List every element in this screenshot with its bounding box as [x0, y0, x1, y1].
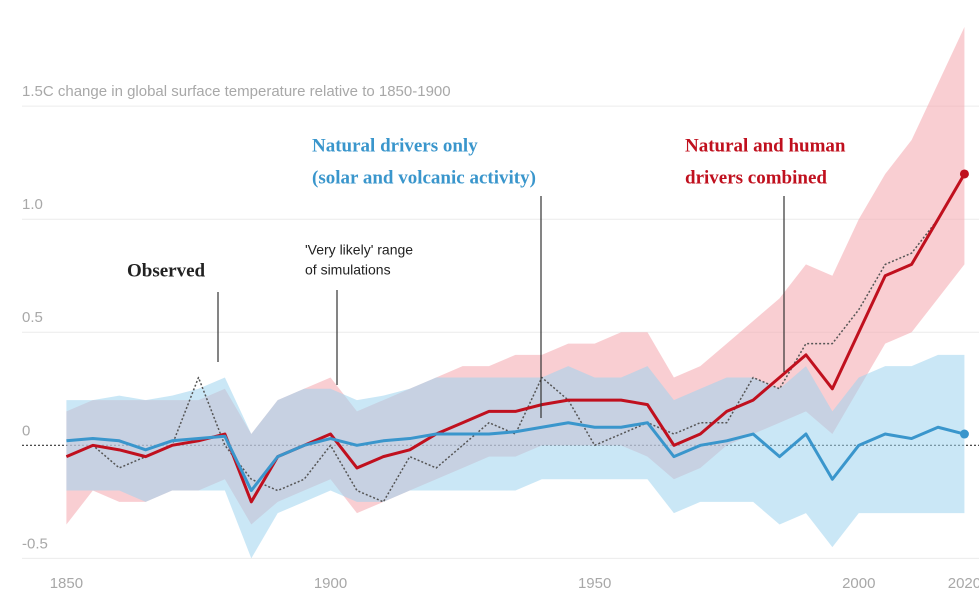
series-label: drivers combined: [685, 167, 827, 188]
series-label: Natural and human: [685, 135, 846, 156]
x-tick-label: 2020: [948, 575, 979, 592]
x-tick-label: 2000: [842, 575, 875, 592]
series-label: Natural drivers only: [312, 135, 478, 156]
series-label: Observed: [127, 260, 206, 281]
x-tick-label: 1850: [50, 575, 83, 592]
series-line: [66, 421, 965, 493]
x-tick-label: 1900: [314, 575, 347, 592]
range-note: 'Very likely' range: [305, 242, 413, 258]
x-tick-label: 1950: [578, 575, 611, 592]
y-tick-label: 1.5C change in global surface temperatur…: [22, 83, 451, 100]
end-dot: [959, 169, 969, 179]
y-tick-label: 1.0: [22, 196, 43, 213]
y-tick-label: -0.5: [22, 535, 48, 552]
series-label: (solar and volcanic activity): [312, 167, 536, 188]
end-dot: [959, 429, 969, 439]
y-tick-label: 0.5: [22, 309, 43, 326]
y-tick-label: 0: [22, 422, 30, 439]
range-note: of simulations: [305, 262, 391, 278]
